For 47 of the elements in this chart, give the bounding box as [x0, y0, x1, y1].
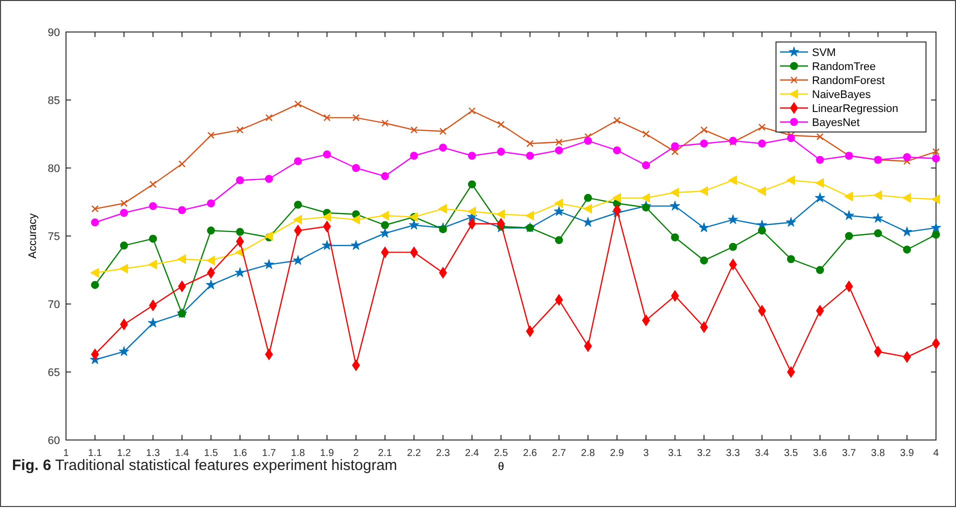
x-tick-label: 2.5: [494, 448, 508, 459]
x-tick-label: 1.5: [204, 448, 218, 459]
x-tick-label: 1.7: [262, 448, 276, 459]
y-tick-label: 90: [48, 27, 60, 39]
x-tick-label: 3.7: [842, 448, 856, 459]
legend-label: LinearRegression: [812, 103, 898, 115]
x-tick-label: 3.6: [813, 448, 828, 459]
x-tick-label: 3: [643, 448, 650, 459]
x-tick-label: 2.3: [436, 448, 450, 459]
legend-label: RandomForest: [812, 75, 885, 87]
x-tick-label: 2.7: [552, 448, 566, 459]
x-tick-label: 2.9: [610, 448, 624, 459]
legend-label: BayesNet: [812, 117, 860, 129]
x-tick-label: 1: [63, 448, 70, 459]
x-tick-label: 3.8: [871, 448, 886, 459]
x-tick-label: 4: [933, 448, 940, 459]
legend-label: RandomTree: [812, 61, 876, 73]
x-tick-label: 3.5: [784, 448, 798, 459]
legend-label: SVM: [812, 47, 836, 59]
x-tick-label: 2.4: [465, 448, 480, 459]
x-tick-label: 1.2: [117, 448, 132, 459]
y-tick-label: 80: [48, 163, 60, 175]
y-tick-label: 60: [48, 435, 60, 447]
x-tick-label: 1.8: [291, 448, 306, 459]
x-tick-label: 2.6: [523, 448, 538, 459]
x-tick-label: 2.2: [407, 448, 422, 459]
x-axis-title: θ: [498, 461, 504, 473]
y-tick-label: 75: [48, 231, 60, 243]
y-axis-title: Accuracy: [27, 212, 39, 259]
x-tick-label: 1.1: [88, 448, 102, 459]
x-tick-label: 3.4: [755, 448, 770, 459]
x-tick-label: 3.2: [697, 448, 712, 459]
legend-label: NaiveBayes: [812, 89, 872, 101]
x-tick-label: 3.1: [668, 448, 682, 459]
x-tick-label: 2.1: [378, 448, 392, 459]
y-tick-label: 65: [48, 367, 60, 379]
x-tick-label: 2.8: [581, 448, 596, 459]
y-tick-label: 85: [48, 95, 60, 107]
caption: Fig. 6 Traditional statistical features experiment histogram: [12, 457, 398, 474]
x-tick-label: 1.3: [146, 448, 160, 459]
x-tick-label: 1.4: [175, 448, 190, 459]
x-tick-label: 1.9: [320, 448, 334, 459]
x-tick-label: 1.6: [233, 448, 248, 459]
x-tick-label: 2: [353, 448, 360, 459]
y-tick-label: 70: [48, 299, 60, 311]
x-tick-label: 3.3: [726, 448, 740, 459]
x-tick-label: 3.9: [900, 448, 914, 459]
